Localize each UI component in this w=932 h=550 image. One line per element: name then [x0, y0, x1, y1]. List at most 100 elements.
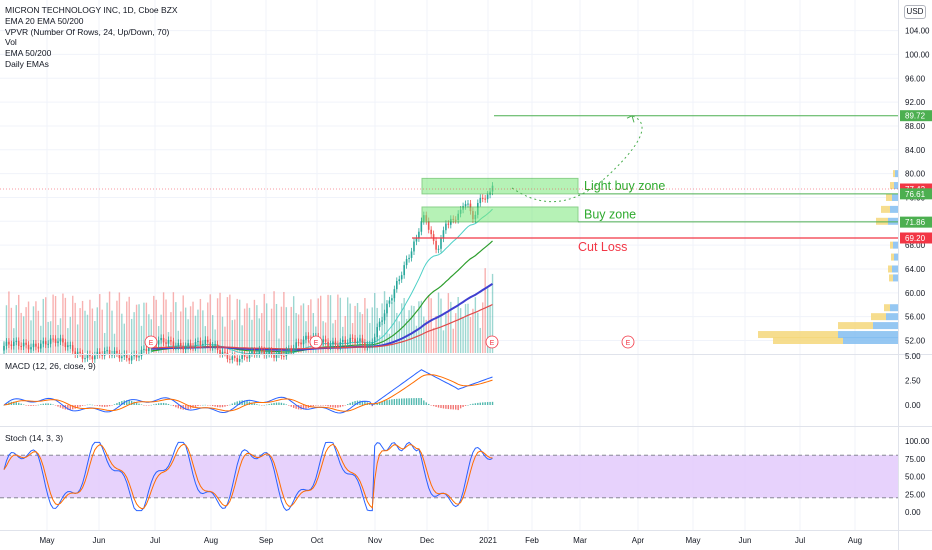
- legend-indicator-3[interactable]: EMA 50/200: [5, 48, 52, 59]
- vp-up-bar: [893, 274, 898, 282]
- volume-bar: [302, 303, 305, 353]
- candle-body: [383, 313, 386, 321]
- candle-body: [194, 342, 197, 348]
- macd-histogram-bar: [216, 405, 219, 408]
- candle-body: [373, 337, 376, 343]
- candle-body: [287, 348, 290, 351]
- candle-body: [103, 351, 106, 356]
- volume-bar: [329, 295, 332, 353]
- macd-histogram-bar: [79, 405, 81, 407]
- time-tick: Aug: [204, 536, 218, 545]
- candle-body: [76, 351, 79, 355]
- stoch-tick: 100.00: [905, 437, 930, 446]
- candle-body: [67, 345, 69, 348]
- macd-histogram-bar: [84, 405, 86, 406]
- candle-body: [442, 230, 445, 239]
- volume-bar: [261, 313, 263, 353]
- vp-up-bar: [893, 241, 898, 249]
- macd-histogram-bar: [177, 405, 180, 409]
- macd-histogram-bar: [67, 405, 69, 410]
- volume-bar: [243, 308, 246, 353]
- candle-body: [182, 345, 185, 350]
- candle-body: [71, 345, 74, 352]
- volume-bar: [111, 310, 113, 353]
- macd-histogram-bar: [324, 405, 327, 406]
- macd-histogram-bar: [386, 400, 388, 405]
- candle-body: [327, 341, 329, 347]
- zone-0: [421, 177, 579, 195]
- vp-up-bar: [890, 304, 898, 312]
- legend-indicator-1[interactable]: VPVR (Number Of Rows, 24, Up/Down, 70): [5, 26, 170, 37]
- macd-histogram-bar: [315, 405, 317, 406]
- legend-indicator-2[interactable]: Vol: [5, 37, 17, 48]
- volume-bar: [275, 303, 278, 353]
- legend-indicator-0[interactable]: EMA 20 EMA 50/200: [5, 15, 84, 26]
- candle-body: [86, 354, 89, 359]
- macd-histogram-bar: [491, 401, 494, 405]
- stoch-band: [0, 455, 898, 498]
- macd-histogram-bar: [231, 403, 234, 405]
- macd-histogram-bar: [354, 401, 356, 405]
- macd-histogram-bar: [32, 405, 35, 406]
- volume-bar: [8, 291, 10, 353]
- volume-bar: [113, 333, 116, 353]
- candle-body: [206, 339, 209, 343]
- macd-histogram-bar: [167, 403, 170, 405]
- volume-bar: [435, 315, 437, 353]
- candle-body: [162, 337, 165, 343]
- candle-body: [427, 221, 430, 230]
- time-tick: Sep: [259, 536, 274, 545]
- time-tick: Aug: [848, 536, 862, 545]
- candle-body: [334, 341, 337, 345]
- candle-body: [202, 343, 204, 346]
- volume-bar: [229, 294, 231, 353]
- macd-histogram-bar: [197, 405, 199, 407]
- candle-body: [351, 337, 354, 339]
- volume-bar: [263, 293, 265, 353]
- macd-pane: [0, 354, 932, 414]
- volume-bar: [464, 304, 467, 353]
- macd-title[interactable]: MACD (12, 26, close, 9): [5, 361, 96, 371]
- legend-indicator-4[interactable]: Daily EMAs: [5, 58, 49, 69]
- candle-body: [273, 354, 275, 358]
- candle-body: [413, 241, 415, 252]
- stoch-title[interactable]: Stoch (14, 3, 3): [5, 433, 64, 443]
- volume-bar: [170, 312, 172, 353]
- volume-bar: [37, 310, 40, 353]
- price-tick: 92.00: [905, 98, 926, 107]
- candle-body: [187, 343, 189, 347]
- macd-histogram-bar: [310, 405, 312, 408]
- candle-body: [89, 354, 91, 357]
- candle-body: [329, 344, 332, 347]
- macd-histogram-bar: [116, 403, 118, 405]
- volume-bar: [489, 306, 491, 353]
- candle-body: [121, 356, 123, 359]
- volume-bar: [52, 294, 54, 353]
- legend: MICRON TECHNOLOGY INC, 1D, Cboe BZX EMA …: [5, 5, 178, 70]
- volume-bar: [246, 303, 248, 353]
- time-tick: Jul: [795, 536, 805, 545]
- candle-body: [246, 356, 248, 359]
- volume-bar: [297, 314, 300, 353]
- macd-histogram-bar: [251, 402, 253, 405]
- volume-bar: [484, 268, 486, 353]
- volume-bar: [180, 311, 182, 353]
- candle-body: [101, 354, 103, 356]
- stoch-d-line: [3, 443, 493, 510]
- candle-body: [91, 356, 94, 360]
- macd-histogram-bar: [486, 402, 489, 405]
- volume-bar: [15, 305, 17, 353]
- candle-body: [143, 348, 145, 350]
- drawings: Light buy zone Buy zone Cut Loss E E E E: [0, 115, 898, 349]
- volume-bar: [354, 305, 356, 353]
- volume-bar: [386, 309, 388, 353]
- macd-histogram-bar: [258, 404, 261, 406]
- candle-body: [322, 339, 324, 343]
- macd-histogram-bar: [130, 400, 133, 405]
- macd-histogram-bar: [180, 405, 182, 410]
- candle-body: [175, 346, 177, 348]
- macd-histogram-bar: [359, 400, 361, 405]
- currency-button[interactable]: USD: [904, 5, 926, 19]
- volume-bar: [364, 298, 366, 353]
